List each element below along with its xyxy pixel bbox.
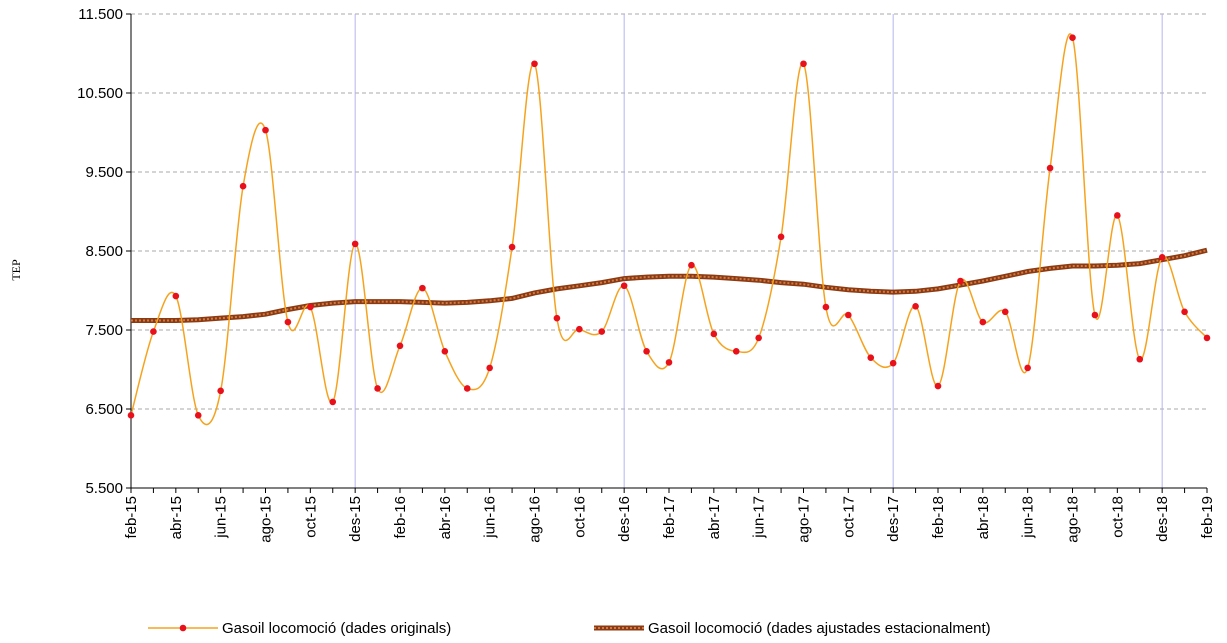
x-tick-label: des-16 (616, 496, 633, 542)
data-point (194, 412, 202, 419)
x-tick-label: abr-15 (168, 496, 185, 539)
legend-label: Gasoil locomoció (dades originals) (222, 620, 451, 637)
data-point (800, 60, 807, 68)
data-point (889, 359, 897, 367)
x-tick-label: jun-16 (482, 496, 499, 539)
data-point (1181, 308, 1188, 316)
y-tick-label: 10.500 (77, 85, 123, 102)
x-tick-label: feb-17 (661, 496, 678, 539)
data-point (777, 233, 785, 241)
x-tick-label: oct-17 (840, 496, 857, 538)
data-point (845, 311, 852, 319)
legend-label: Gasoil locomoció (dades ajustades estaci… (648, 620, 991, 637)
data-point (957, 277, 964, 285)
x-tick-label: ago-16 (527, 496, 544, 543)
x-tick-label: feb-16 (392, 496, 409, 539)
data-point (1091, 311, 1099, 319)
data-point (1114, 212, 1121, 219)
data-point (508, 243, 516, 251)
data-point (822, 303, 830, 311)
x-tick-label: des-18 (1154, 496, 1171, 542)
data-point (979, 318, 987, 326)
data-point (620, 282, 628, 290)
x-tick-label: oct-18 (1109, 496, 1126, 538)
data-point (688, 261, 695, 269)
data-point (1001, 308, 1009, 316)
data-point (576, 325, 583, 333)
x-tick-label: ago-18 (1065, 496, 1082, 543)
series-line (131, 247, 1208, 323)
data-point (172, 292, 180, 300)
data-point (284, 318, 292, 326)
data-point (1046, 164, 1054, 172)
y-tick-label: 11.500 (78, 6, 123, 23)
data-point (239, 182, 247, 190)
x-tick-label: feb-15 (123, 496, 140, 539)
legend-marker (179, 624, 187, 632)
data-point (710, 330, 718, 338)
data-point (867, 354, 875, 361)
data-point (374, 385, 381, 392)
data-point (463, 385, 471, 392)
series-line (130, 33, 1208, 426)
data-point (441, 348, 449, 355)
y-tick-label: 5.500 (85, 480, 123, 497)
y-axis-label: TEP (9, 259, 23, 281)
x-tick-label: oct-16 (571, 496, 588, 538)
y-tick-label: 8.500 (85, 243, 123, 260)
x-tick-label: des-15 (347, 496, 364, 542)
x-tick-label: abr-16 (437, 496, 454, 539)
data-point (127, 412, 135, 419)
data-point (1069, 34, 1076, 41)
data-point (262, 126, 269, 134)
data-point (1203, 334, 1211, 342)
y-tick-label: 6.500 (85, 401, 123, 418)
x-tick-label: abr-17 (706, 496, 723, 539)
x-tick-label: feb-19 (1199, 496, 1216, 539)
x-tick-label: des-17 (885, 496, 902, 542)
data-point (396, 342, 404, 350)
data-point (531, 60, 538, 68)
data-point (150, 328, 157, 335)
data-point (351, 240, 359, 248)
x-tick-label: jun-17 (751, 496, 768, 539)
x-tick-label: jun-18 (1020, 496, 1037, 539)
data-point (1024, 364, 1031, 372)
data-point (307, 303, 314, 311)
data-point (665, 359, 673, 366)
data-point (598, 328, 606, 335)
data-point (553, 314, 561, 322)
y-tick-label: 7.500 (85, 322, 123, 339)
data-point (755, 334, 762, 342)
data-point (217, 387, 224, 395)
x-tick-label: jun-15 (213, 496, 230, 539)
x-tick-label: oct-15 (302, 496, 319, 538)
x-tick-label: ago-17 (796, 496, 813, 543)
data-point (419, 284, 426, 292)
y-tick-label: 9.500 (85, 164, 123, 181)
data-point (1158, 254, 1166, 261)
x-tick-label: abr-18 (975, 496, 992, 539)
data-point (934, 382, 942, 390)
x-tick-label: ago-15 (258, 496, 275, 543)
data-point (329, 398, 337, 406)
data-point (912, 303, 919, 310)
data-point (732, 348, 740, 355)
x-tick-label: feb-18 (930, 496, 947, 539)
data-point (1136, 355, 1144, 363)
data-point (643, 348, 650, 355)
data-point (486, 364, 493, 372)
